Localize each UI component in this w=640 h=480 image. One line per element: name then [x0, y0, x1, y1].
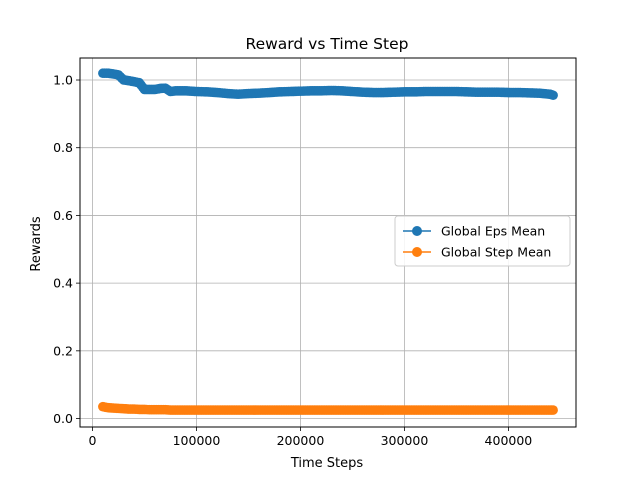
axis-ticks: 0 100000 200000 300000 400000 0.0 0.2 0.4 0.6 0.8… [53, 73, 532, 448]
gridlines [80, 58, 576, 427]
legend-label-global-step-mean: Global Step Mean [441, 245, 551, 260]
legend-label-global-eps-mean: Global Eps Mean [441, 224, 545, 239]
legend-marker-global-step-mean [412, 247, 422, 257]
x-tick-label: 100000 [173, 433, 221, 448]
y-tick-label: 0.8 [53, 140, 73, 155]
x-tick-label: 300000 [381, 433, 429, 448]
y-axis-title: Rewards [29, 216, 44, 271]
legend: Global Eps Mean Global Step Mean [394, 215, 571, 267]
series-global-eps-mean [98, 68, 558, 101]
y-tick-label: 0.4 [53, 276, 73, 291]
data-point [548, 90, 558, 101]
series-layer [98, 68, 558, 415]
series-global-step-mean [98, 401, 558, 415]
plot-frame [79, 57, 577, 428]
x-tick-label: 200000 [277, 433, 325, 448]
x-tick-label: 400000 [485, 433, 533, 448]
y-tick-label: 0.0 [53, 411, 73, 426]
data-point [548, 405, 558, 415]
x-axis-title: Time Steps [290, 456, 364, 471]
legend-box [394, 215, 571, 267]
y-tick-label: 0.2 [53, 343, 73, 358]
y-tick-label: 1.0 [53, 73, 73, 88]
chart-title: Reward vs Time Step [246, 35, 409, 53]
y-tick-label: 0.6 [53, 208, 73, 223]
legend-marker-global-eps-mean [412, 226, 422, 236]
x-tick-label: 0 [89, 433, 97, 448]
